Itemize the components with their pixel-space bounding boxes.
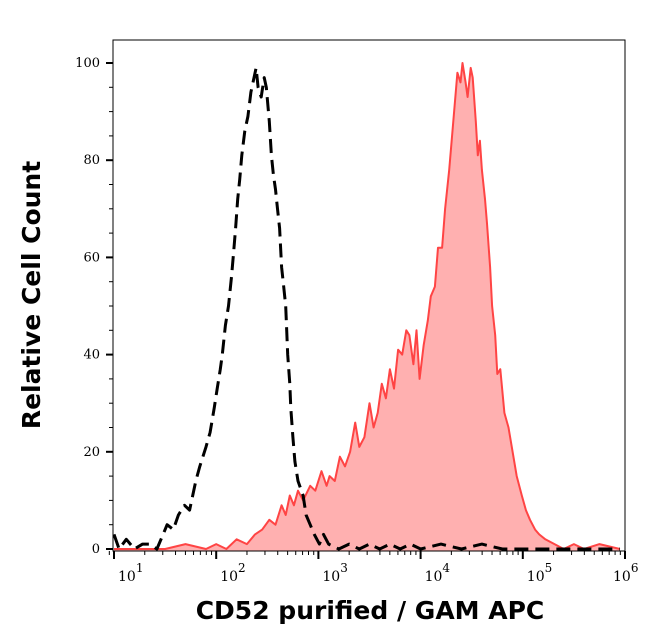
- series-layer: [112, 62, 621, 551]
- series-line-0: [112, 66, 620, 551]
- x-tick-label: 105: [527, 561, 552, 585]
- y-tick-label: 0: [92, 542, 100, 557]
- y-axis-title: Relative Cell Count: [17, 161, 46, 429]
- x-tick-exponent: 6: [631, 561, 639, 575]
- x-axis-title: CD52 purified / GAM APC: [196, 596, 545, 625]
- x-tick-exponent: 3: [340, 561, 348, 575]
- x-tick-base: 10: [527, 569, 545, 585]
- x-tick-base: 10: [118, 569, 136, 585]
- series-line-1: [114, 62, 621, 550]
- y-tick-label: 100: [75, 56, 100, 71]
- plot-frame: [112, 39, 626, 552]
- x-tick-label: 106: [613, 561, 638, 585]
- x-tick-base: 10: [613, 569, 631, 585]
- x-tick-label: 103: [322, 561, 347, 585]
- y-tick-label: 60: [83, 250, 100, 265]
- x-tick-base: 10: [220, 569, 238, 585]
- x-tick-label: 101: [118, 561, 143, 585]
- x-tick-base: 10: [425, 569, 443, 585]
- x-tick-exponent: 5: [545, 561, 553, 575]
- y-tick-label: 40: [83, 348, 100, 363]
- y-tick-label: 20: [83, 445, 100, 460]
- x-tick-base: 10: [322, 569, 340, 585]
- x-tick-label: 102: [220, 561, 245, 585]
- x-tick-exponent: 4: [442, 561, 450, 575]
- y-tick-label: 80: [83, 153, 100, 168]
- x-tick-exponent: 2: [238, 561, 246, 575]
- x-tick-exponent: 1: [136, 561, 144, 575]
- x-tick-label: 104: [425, 561, 451, 585]
- series-fill-1: [114, 63, 620, 551]
